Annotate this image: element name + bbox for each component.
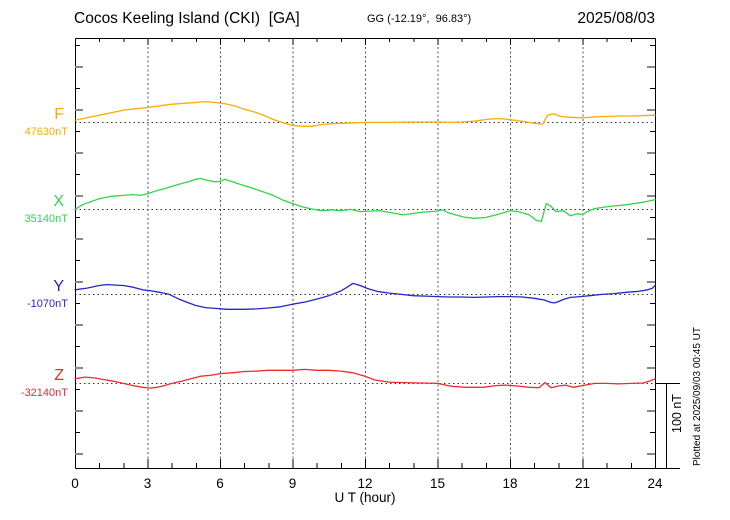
series-base-value-X: 35140nT [24, 213, 68, 225]
x-tick-label-6: 6 [216, 476, 224, 491]
trace-Z [74, 368, 656, 389]
x-tick-label-21: 21 [574, 476, 591, 491]
series-base-value-Z: -32140nT [20, 387, 68, 399]
trace-Y [74, 282, 656, 310]
series-label-F: F [54, 106, 64, 123]
plot-date: 2025/08/03 [577, 10, 655, 27]
series-label-X: X [53, 193, 64, 210]
station-coordinates: GG (-12.19°, 96.83°) [367, 13, 472, 25]
scale-bar-label: 100 nT [670, 394, 684, 433]
trace-F [74, 100, 656, 127]
x-tick-label-24: 24 [647, 476, 663, 491]
x-axis-title: U T (hour) [334, 490, 396, 505]
x-tick-label-18: 18 [502, 476, 518, 491]
series-label-Y: Y [53, 278, 64, 295]
page-title: Cocos Keeling Island (CKI) [GA] [74, 10, 300, 27]
plotted-at-timestamp: Plotted at 2025/09/03 00:45 UT [692, 327, 703, 466]
x-tick-label-12: 12 [357, 476, 373, 491]
series-base-value-F: 47630nT [24, 126, 68, 138]
x-tick-label-9: 9 [288, 476, 297, 491]
x-tick-label-15: 15 [429, 476, 446, 491]
x-tick-label-3: 3 [143, 476, 152, 491]
series-base-value-Y: -1070nT [27, 298, 68, 310]
x-tick-label-0: 0 [71, 476, 79, 491]
series-label-Z: Z [54, 367, 64, 384]
trace-X [74, 177, 656, 222]
